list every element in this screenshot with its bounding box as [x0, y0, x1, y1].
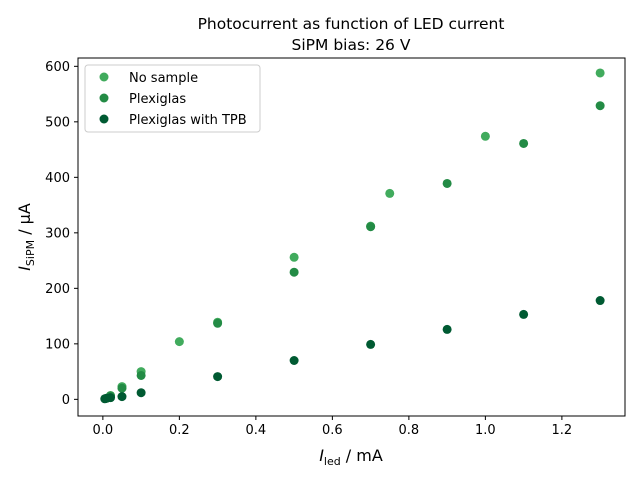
y-axis-ticks: 0 100 200 300 400 500 600 — [45, 60, 78, 408]
data-point-series-0-10 — [595, 68, 605, 78]
y-tick-label-5: 500 — [45, 115, 70, 130]
data-point-series-2-9 — [519, 309, 529, 319]
data-point-series-0-9 — [480, 131, 490, 141]
legend-marker-plexiglas-tpb — [99, 114, 109, 124]
data-point-series-2-8 — [442, 324, 452, 334]
data-point-series-1-6 — [366, 222, 376, 232]
data-point-series-2-10 — [595, 296, 605, 306]
legend: No sample Plexiglas Plexiglas with TPB — [84, 64, 261, 133]
y-tick-label-1: 100 — [45, 337, 70, 352]
y-axis-label: ISiPM / μA — [15, 203, 37, 271]
chart-subtitle: SiPM bias: 26 V — [292, 36, 411, 54]
data-point-series-2-5 — [213, 372, 223, 382]
data-point-series-0-4 — [174, 337, 184, 347]
x-tick-label-2: 0.4 — [246, 423, 267, 438]
x-axis-label: Iled / mA — [319, 446, 383, 468]
legend-marker-plexiglas — [99, 93, 109, 103]
x-axis-ticks: 0.0 0.2 0.4 0.6 0.8 1.0 1.2 — [93, 416, 573, 438]
data-point-series-0-6 — [289, 252, 299, 262]
data-points — [100, 68, 605, 404]
legend-label-plexiglas-tpb: Plexiglas with TPB — [129, 113, 247, 128]
y-tick-label-3: 300 — [45, 226, 70, 241]
data-point-series-2-4 — [136, 388, 146, 398]
x-tick-label-0: 0.0 — [93, 423, 114, 438]
data-point-series-1-8 — [519, 138, 529, 148]
data-point-series-2-3 — [117, 392, 127, 402]
data-point-series-2-6 — [289, 356, 299, 365]
legend-label-no-sample: No sample — [129, 71, 198, 86]
x-axis-label-sub: led — [324, 455, 341, 468]
legend-label-plexiglas: Plexiglas — [129, 92, 186, 107]
x-axis-label-unit: / mA — [341, 446, 383, 465]
data-point-series-1-9 — [595, 101, 605, 111]
data-point-series-2-7 — [366, 339, 376, 349]
legend-marker-no-sample — [99, 72, 109, 82]
x-tick-label-5: 1.0 — [475, 423, 496, 438]
legend-box — [84, 64, 261, 133]
x-tick-label-4: 0.8 — [399, 423, 420, 438]
data-point-series-1-5 — [289, 267, 299, 277]
data-point-series-1-7 — [442, 178, 452, 188]
y-tick-label-2: 200 — [45, 282, 70, 297]
y-axis-label-unit: / μA — [15, 203, 34, 240]
x-tick-label-3: 0.6 — [322, 423, 343, 438]
data-point-series-1-3 — [136, 370, 146, 380]
chart-title: Photocurrent as function of LED current — [198, 15, 505, 33]
y-tick-label-6: 600 — [45, 60, 70, 75]
data-point-series-1-2 — [117, 383, 127, 393]
data-point-series-2-2 — [106, 393, 116, 403]
y-axis-label-sub: SiPM — [24, 240, 37, 266]
data-point-series-0-8 — [385, 188, 395, 198]
x-tick-label-6: 1.2 — [552, 423, 573, 438]
plot-frame — [77, 57, 626, 417]
y-tick-label-0: 0 — [62, 393, 70, 408]
data-point-series-1-4 — [213, 318, 223, 328]
y-axis-label-main: I — [15, 266, 34, 271]
x-axis-label-main: I — [319, 446, 324, 465]
x-tick-label-1: 0.2 — [169, 423, 190, 438]
y-tick-label-4: 400 — [45, 171, 70, 186]
